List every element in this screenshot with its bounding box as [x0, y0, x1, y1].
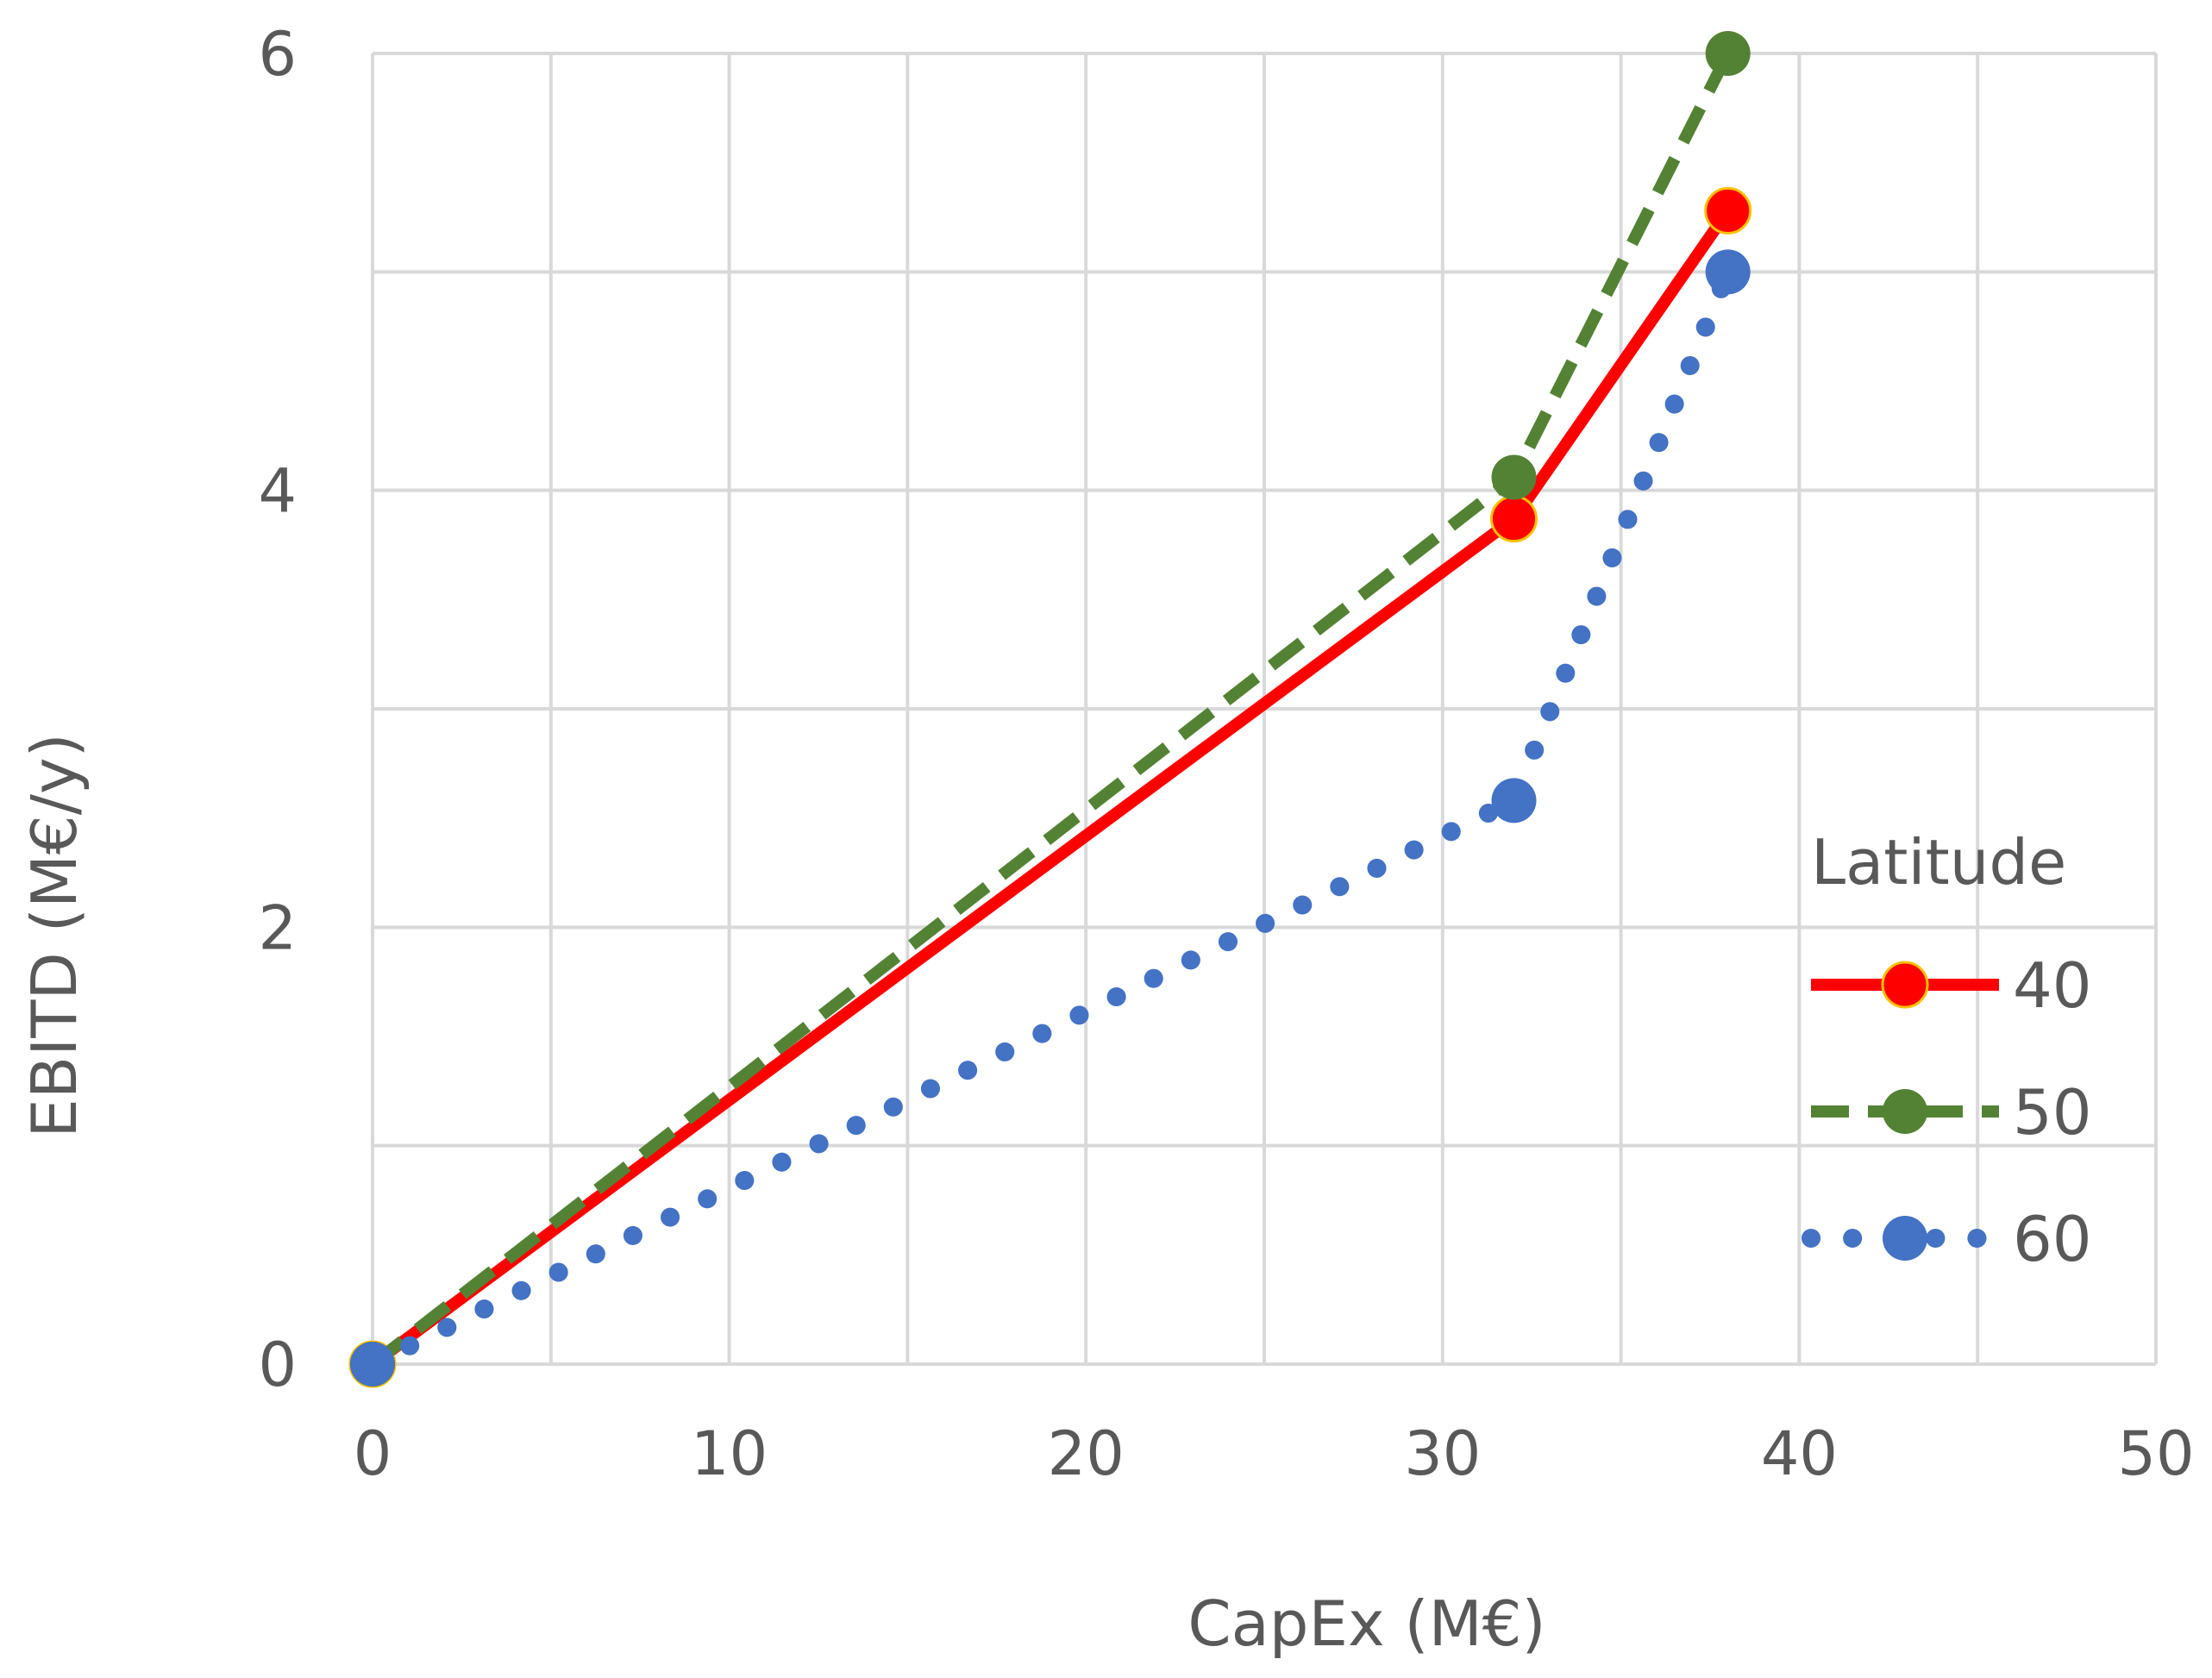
- data-point: [1490, 495, 1538, 543]
- data-point: [1705, 31, 1751, 76]
- x-axis-title: CapEx (M€): [1187, 1587, 1545, 1660]
- legend-marker-60: [1883, 1216, 1927, 1261]
- legend-title: Latitude: [1811, 826, 2066, 898]
- legend-label-40: 40: [2013, 949, 2092, 1022]
- x-tick-label: 20: [1048, 1418, 1125, 1489]
- legend-label-50: 50: [2013, 1076, 2092, 1149]
- data-point: [1705, 249, 1751, 295]
- x-tick-label: 30: [1404, 1418, 1481, 1489]
- legend-item-50: 50: [1811, 1076, 2092, 1149]
- x-tick-label: 0: [354, 1418, 392, 1489]
- data-point: [350, 1342, 395, 1387]
- legend-marker-40: [1881, 961, 1929, 1009]
- tick-labels: 0 10 20 30 40 50 0 2 4 6: [258, 19, 2194, 1489]
- x-tick-label: 10: [691, 1418, 768, 1489]
- series-line-60: [363, 262, 1738, 1374]
- legend-item-60: 60: [1802, 1203, 2092, 1275]
- series-40: [348, 186, 1752, 1388]
- legend-marker-50: [1883, 1089, 1927, 1134]
- data-point: [1491, 778, 1537, 823]
- series-60: [350, 249, 1751, 1387]
- series: [348, 31, 1752, 1388]
- y-tick-label: 4: [258, 456, 297, 527]
- y-tick-label: 6: [258, 19, 297, 90]
- legend: Latitude 40 50 60: [1802, 826, 2092, 1275]
- x-tick-label: 50: [2117, 1418, 2194, 1489]
- data-point: [1491, 454, 1537, 500]
- legend-label-60: 60: [2013, 1203, 2092, 1275]
- x-tick-label: 40: [1761, 1418, 1838, 1489]
- y-tick-label: 2: [258, 892, 297, 963]
- legend-item-40: 40: [1811, 949, 2092, 1022]
- data-point: [1704, 186, 1752, 235]
- y-tick-label: 0: [258, 1330, 297, 1400]
- y-axis-title: EBITD (M€/y): [18, 733, 91, 1137]
